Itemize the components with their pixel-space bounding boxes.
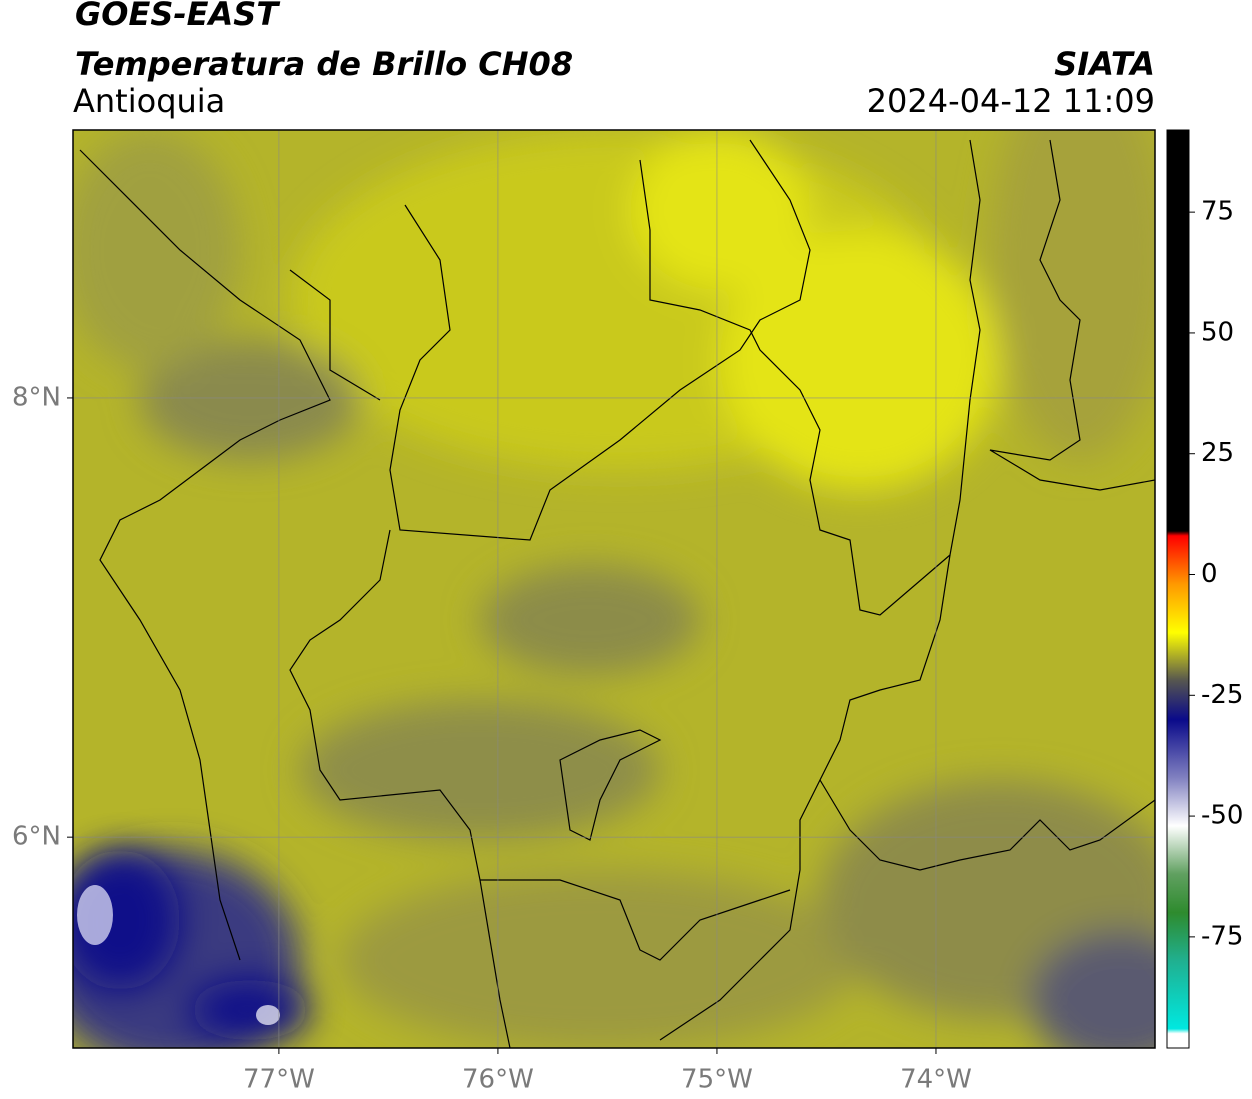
colorbar-tick-label: -50	[1201, 801, 1243, 831]
x-tick-label: 75°W	[681, 1065, 753, 1095]
y-tick-label: 6°N	[12, 822, 61, 852]
datetime: 2024-04-12 11:09	[867, 82, 1155, 120]
colorbar-tick-label: 25	[1201, 438, 1234, 468]
colorbar-tick-label: -75	[1201, 921, 1243, 951]
map-field	[73, 130, 1155, 1048]
colorbar-tick-label: 75	[1201, 197, 1234, 227]
colorbar-tick-label: 0	[1201, 559, 1218, 589]
title: GOES-EAST	[75, 0, 280, 33]
subtitle: Temperatura de Brillo CH08	[75, 45, 573, 83]
map-frame	[72, 129, 1156, 1049]
source: SIATA	[1054, 45, 1155, 83]
colorbar: -75 -50 -25 0 25 50 75	[1166, 129, 1243, 1049]
colorbar-scale	[1166, 129, 1190, 1049]
colorbar-tick-label: -25	[1201, 680, 1243, 710]
grid	[73, 130, 1155, 1048]
colorbar-tick-label: 50	[1201, 317, 1234, 347]
x-tick-label: 74°W	[900, 1065, 972, 1095]
x-tick-label: 76°W	[462, 1065, 534, 1095]
y-tick-label: 8°N	[12, 382, 61, 412]
region: Antioquia	[73, 82, 225, 120]
x-tick-label: 77°W	[243, 1065, 315, 1095]
